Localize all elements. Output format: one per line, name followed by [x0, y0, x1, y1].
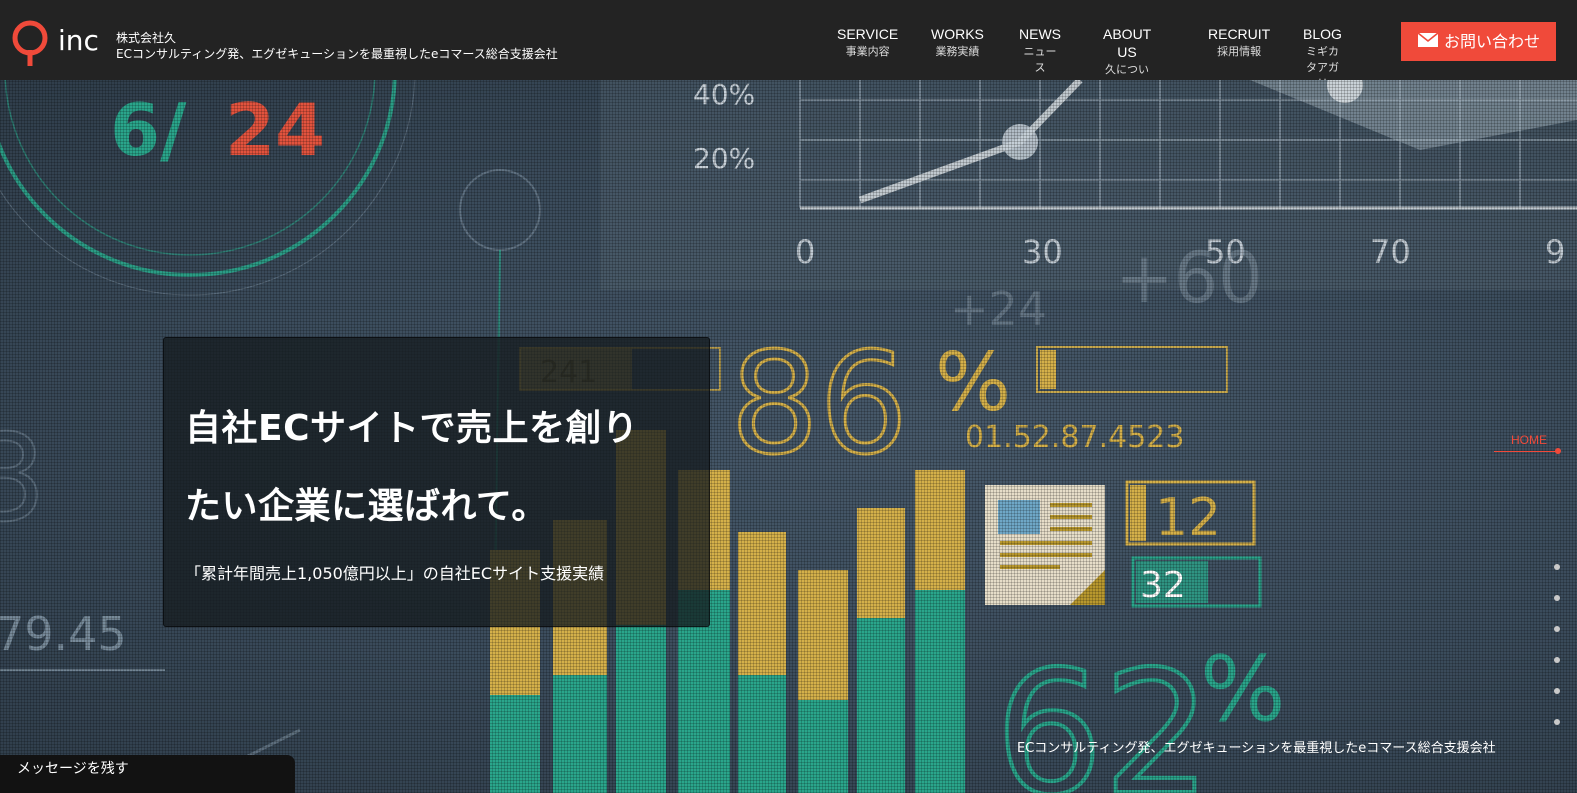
bg-serial-number: 01.52.87.4523	[965, 420, 1184, 455]
nav-label-en: ABOUT US	[1103, 26, 1152, 60]
contact-button[interactable]: お問い合わせ	[1401, 22, 1556, 61]
side-nav-dot[interactable]	[1554, 564, 1560, 570]
hero-title-line-1: 自社ECサイトで売上を創り	[185, 408, 639, 449]
bg-axis-0: 0	[795, 233, 815, 271]
bg-date-month: 6/	[110, 88, 187, 172]
bg-big-62: 62	[995, 635, 1211, 793]
nav-works[interactable]: WORKS 業務実績	[931, 25, 984, 60]
bg-axis-50: 50	[1205, 233, 1246, 271]
nav-label-en: BLOG	[1303, 26, 1342, 42]
company-info: 株式会社久 ECコンサルティング発、エグゼキューションを最重視したeコマース総合…	[116, 30, 558, 62]
side-nav-active-line	[1494, 451, 1560, 452]
nav-label-jp: ニュース	[1023, 45, 1057, 74]
nav-label-en: WORKS	[931, 26, 984, 42]
bg-axis-9: 9	[1545, 233, 1565, 271]
bg-big-86: 86	[730, 323, 908, 486]
header-tagline: ECコンサルティング発、エグゼキューションを最重視したeコマース総合支援会社	[116, 47, 558, 61]
nav-label-en: RECRUIT	[1208, 26, 1271, 42]
bg-date-day: 24	[225, 88, 325, 172]
bg-box-32: 32	[1140, 565, 1186, 606]
hero-title-line-2: たい企業に選ばれて。	[185, 486, 548, 527]
company-name: 株式会社久	[116, 31, 177, 45]
company-logo[interactable]: inc	[10, 18, 106, 68]
bg-pct-sign-62: %	[1200, 637, 1286, 742]
side-nav-dot[interactable]	[1554, 719, 1560, 725]
mail-icon	[1417, 23, 1439, 62]
nav-label-jp: 事業内容	[845, 45, 890, 58]
bg-pct-sign: %	[935, 336, 1011, 429]
side-nav-dot[interactable]	[1554, 657, 1560, 663]
hero-background-graphic: 6/ 24 40% 20% 0 30 50 70 9 +24 +60	[0, 80, 1577, 793]
nav-label-jp: 業務実績	[935, 45, 980, 58]
nav-service[interactable]: SERVICE 事業内容	[837, 25, 898, 60]
bg-pct-20: 20%	[693, 142, 755, 175]
nav-label-en: SERVICE	[837, 26, 899, 42]
logo-q-icon: inc	[12, 20, 99, 66]
leave-message-label: メッセージを残す	[17, 761, 129, 777]
bg-plus-24: +24	[950, 282, 1047, 336]
side-nav-active-dot[interactable]	[1555, 448, 1561, 454]
side-nav-dot[interactable]	[1554, 688, 1560, 694]
bg-left-number: 79.45	[0, 607, 127, 661]
hero-copy-box: 自社ECサイトで売上を創り たい企業に選ばれて。 「累計年間売上1,050億円以…	[163, 337, 710, 627]
bg-axis-30: 30	[1022, 233, 1063, 271]
hero-section: 6/ 24 40% 20% 0 30 50 70 9 +24 +60	[0, 80, 1577, 793]
nav-label-en: NEWS	[1019, 26, 1061, 42]
nav-recruit[interactable]: RECRUIT 採用情報	[1208, 25, 1270, 60]
contact-label: お問い合わせ	[1443, 32, 1540, 51]
logo-wordmark: inc	[58, 24, 99, 57]
hero-title: 自社ECサイトで売上を創り たい企業に選ばれて。	[185, 390, 705, 546]
side-nav-dot[interactable]	[1554, 595, 1560, 601]
bg-box-12: 12	[1155, 488, 1221, 548]
leave-message-button[interactable]: メッセージを残す	[0, 755, 295, 793]
nav-news[interactable]: NEWS ニュース	[1019, 25, 1061, 76]
bg-axis-70: 70	[1370, 233, 1411, 271]
svg-text:3: 3	[0, 410, 46, 549]
site-header: inc 株式会社久 ECコンサルティング発、エグゼキューションを最重視したeコマ…	[0, 0, 1577, 92]
bg-pct-40: 40%	[693, 80, 755, 111]
hero-caption: ECコンサルティング発、エグゼキューションを最重視したeコマース総合支援会社	[1017, 741, 1496, 756]
hero-subtitle: 「累計年間売上1,050億円以上」の自社ECサイト支援実績	[185, 564, 605, 583]
nav-label-jp: 採用情報	[1217, 45, 1262, 58]
bg-bar-chart	[490, 430, 965, 793]
bg-plus-60: +60	[1115, 237, 1263, 319]
side-nav-dot[interactable]	[1554, 626, 1560, 632]
side-nav-home[interactable]: HOME	[1511, 433, 1547, 447]
